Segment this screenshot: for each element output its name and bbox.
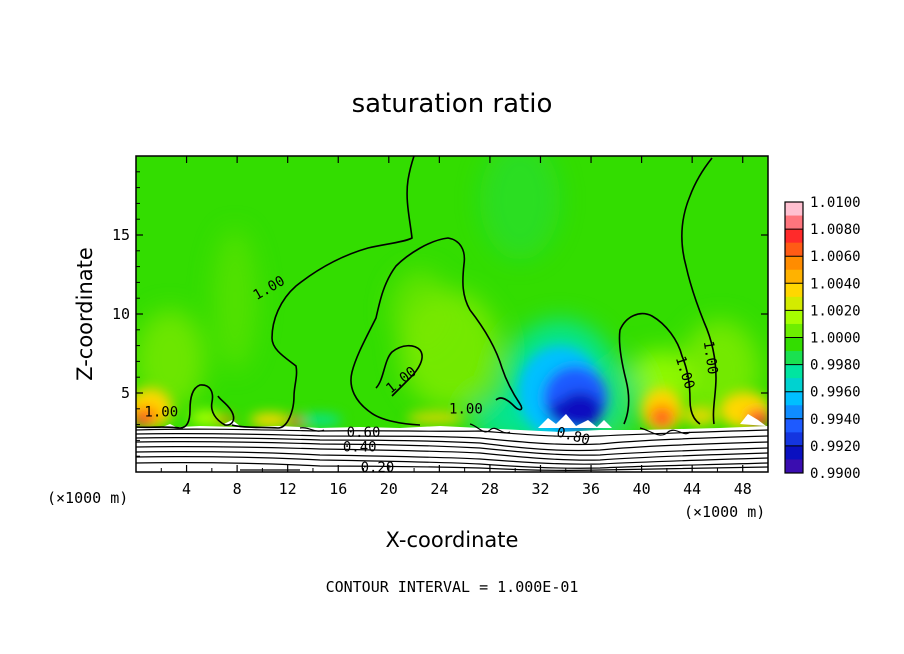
x-tick-label: 8 xyxy=(233,480,242,498)
contour-label: 1.00 xyxy=(449,402,483,418)
y-axis-label: Z-coordinate xyxy=(73,247,97,381)
contour-label: 1.00 xyxy=(700,340,721,376)
colorbar-label: 1.0020 xyxy=(810,303,861,319)
contour-label-group: 1.00 xyxy=(144,405,178,421)
colorbar-label: 0.9900 xyxy=(810,466,861,482)
colorbar-swatch xyxy=(785,391,803,406)
colorbar-swatch xyxy=(785,256,803,271)
x-tick-label: 20 xyxy=(380,480,398,498)
colorbar-swatch xyxy=(785,378,803,393)
x-tick-label: 4 xyxy=(182,480,191,498)
colorbar-label: 1.0040 xyxy=(810,276,861,292)
colorbar-swatch xyxy=(785,229,803,244)
y-tick-label: 10 xyxy=(112,305,130,323)
contour-interval-note: CONTOUR INTERVAL = 1.000E-01 xyxy=(326,578,579,596)
colorbar-swatch xyxy=(785,405,803,420)
x-tick-label: 32 xyxy=(531,480,549,498)
x-tick-label: 36 xyxy=(582,480,600,498)
x-tick-label: 28 xyxy=(481,480,499,498)
colorbar-label: 0.9920 xyxy=(810,439,861,455)
x-tick-label: 40 xyxy=(633,480,651,498)
colorbar-swatch xyxy=(785,269,803,284)
colorbar-swatch xyxy=(785,283,803,298)
colorbar-swatch xyxy=(785,459,803,474)
colorbar-swatch xyxy=(785,215,803,230)
chart-title: saturation ratio xyxy=(352,89,553,119)
x-unit-left: (×1000 m) xyxy=(47,489,128,507)
colorbar-swatch xyxy=(785,202,803,217)
contour-label-group: 1.00 xyxy=(700,340,721,376)
plot-area xyxy=(136,156,768,472)
y-tick-label: 5 xyxy=(121,384,130,402)
colorbar-swatch xyxy=(785,445,803,460)
contour-label: 0.20 xyxy=(361,460,395,476)
contour-label: 1.00 xyxy=(144,405,178,421)
x-tick-label: 16 xyxy=(329,480,347,498)
colorbar-swatch xyxy=(785,418,803,433)
colorbar-label: 1.0060 xyxy=(810,249,861,265)
y-tick-label: 15 xyxy=(112,226,130,244)
y-axis: 5 10 15 xyxy=(112,171,768,457)
x-unit-right: (×1000 m) xyxy=(684,503,765,521)
colorbar-label: 0.9980 xyxy=(810,358,861,374)
colorbar-swatch xyxy=(785,323,803,338)
x-axis: 4 8 12 16 20 24 28 32 36 40 44 48 xyxy=(160,156,752,498)
colorbar-label: 0.9940 xyxy=(810,412,861,428)
x-tick-label: 12 xyxy=(279,480,297,498)
colorbar-label: 1.0100 xyxy=(810,195,861,211)
x-tick-label: 44 xyxy=(683,480,701,498)
colorbar-swatch xyxy=(785,242,803,257)
colorbar-swatch xyxy=(785,296,803,311)
contour-label-group: 0.20 xyxy=(361,460,395,476)
colorbar-swatch xyxy=(785,364,803,379)
contour-label-group: 1.00 xyxy=(449,402,483,418)
ground-layer xyxy=(136,426,768,472)
colorbar-label: 1.0000 xyxy=(810,331,861,347)
colorbar-label: 0.9960 xyxy=(810,385,861,401)
contour-label: 0.40 xyxy=(343,439,377,455)
x-axis-label: X-coordinate xyxy=(386,528,519,552)
contour-1-00 xyxy=(136,156,717,429)
colorbar-swatch xyxy=(785,337,803,352)
colorbar: 1.0100 1.0080 1.0060 1.0040 1.0020 1.0000 0.99… xyxy=(784,195,861,482)
colorbar-swatch xyxy=(785,351,803,366)
contour-label-group: 0.60 xyxy=(347,425,381,441)
contour-label-group: 0.40 xyxy=(343,439,377,455)
colorbar-label: 1.0080 xyxy=(810,222,861,238)
colorbar-swatch xyxy=(785,310,803,325)
x-tick-label: 24 xyxy=(430,480,448,498)
contour-label: 0.60 xyxy=(347,425,381,441)
colorbar-swatch xyxy=(785,432,803,447)
lower-contours xyxy=(136,423,768,471)
x-tick-label: 48 xyxy=(734,480,752,498)
